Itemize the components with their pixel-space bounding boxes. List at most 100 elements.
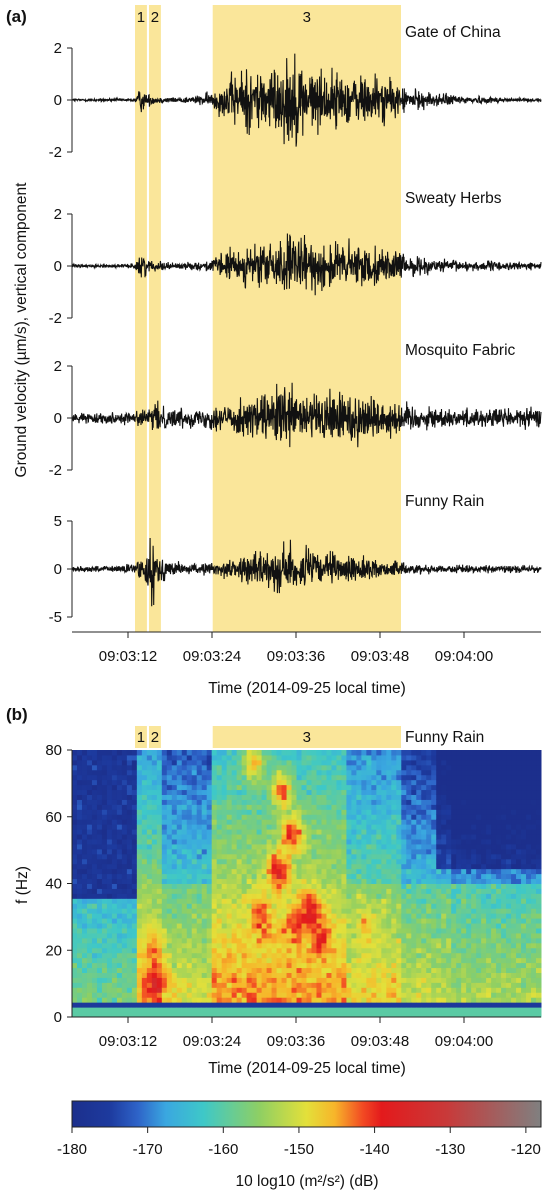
spectrogram-cell [351,928,357,934]
spectrogram-cell [431,804,437,810]
spectrogram-cell [176,819,183,825]
spectrogram-cell [286,947,293,954]
spectrogram-cell [501,898,507,904]
spectrogram-cell [191,848,198,855]
spectrogram-cell [346,853,352,860]
spectrogram-cell [86,913,93,919]
spectrogram-cell [131,908,138,914]
spectrogram-cell [396,878,402,884]
spectrogram-cell [421,982,427,988]
spectrogram-cell [496,908,502,914]
spectrogram-cell [296,764,303,771]
spectrogram-cell [161,759,168,766]
spectrogram-cell [266,987,273,993]
spectrogram-cell [381,903,387,909]
spectrogram-cell [506,1002,512,1008]
spectrogram-cell [116,942,123,949]
spectrogram-cell [421,829,427,835]
spectrogram-cell [111,858,118,865]
spectrogram-cell [406,819,412,825]
spectrogram-cell [411,967,417,973]
spectrogram-cell [371,829,377,835]
spectrogram-cell [221,903,228,909]
spectrogram-cell [476,834,482,840]
spectrogram-cell [271,918,278,924]
spectrogram-cell [516,809,522,815]
spectrogram-cell [426,932,432,939]
spectrogram-cell [151,942,158,949]
spectrogram-cell [306,764,312,771]
spectrogram-cell [161,873,168,880]
spectrogram-cell [516,759,522,766]
spectrogram-cell [506,839,512,845]
spectrogram-cell [236,853,243,860]
spectrogram-cell [251,997,258,1003]
spectrogram-cell [401,997,407,1003]
spectrogram-cell [196,942,203,949]
spectrogram-cell [106,779,113,786]
spectrogram-cell [121,1012,128,1018]
spectrogram-cell [136,937,143,944]
spectrogram-cell [306,784,312,791]
spectrogram-cell [341,942,347,949]
spectrogram-cell [461,947,467,954]
spectrogram-cell [271,967,278,973]
spectrogram-cell [406,967,412,973]
spectrogram-cell [326,982,332,988]
spectrogram-cell [146,903,153,909]
spectrogram-cell [226,932,233,939]
spectrogram-cell [131,759,138,766]
spectrogram-cell [331,873,337,880]
spectrogram-cell [471,839,477,845]
spectrogram-cell [456,799,462,805]
spectrogram-cell [466,754,472,761]
spectrogram-cell [471,848,477,855]
spectrogram-cell [381,928,387,934]
spectrogram-cell [431,863,437,870]
spectrogram-cell [291,957,298,964]
spectrogram-cell [136,779,143,786]
spectrogram-cell [106,952,113,959]
spectrogram-cell [526,942,532,949]
spectrogram-cell [321,750,327,756]
spectrogram-cell [356,947,362,954]
spectrogram-cell [166,764,173,771]
spectrogram-cell [306,794,312,800]
spectrogram-cell [486,1012,492,1018]
spectrogram-cell [371,769,377,776]
spectrogram-cell [181,779,188,786]
spectrogram-cell [461,779,467,786]
spectrogram-cell [216,858,223,865]
spectrogram-cell [346,903,352,909]
spectrogram-cell [101,799,108,805]
spectrogram-cell [206,754,213,761]
spectrogram-cell [121,804,128,810]
spectrogram-cell [406,987,412,993]
spectrogram-cell [201,883,208,889]
spectrogram-cell [516,824,522,830]
y-tick-label: 0 [54,561,62,578]
spectrogram-cell [271,754,278,761]
spectrogram-cell [206,923,213,929]
spectrogram-cell [116,977,123,983]
spectrogram-cell [501,878,507,884]
spectrogram-cell [351,809,357,815]
spectrogram-cell [246,804,253,810]
spectrogram-cell [426,843,432,850]
spectrogram-cell [186,868,193,875]
spectrogram-cell [236,824,243,830]
spectrogram-cell [366,868,372,875]
spectrogram-cell [91,799,98,805]
spectrogram-cell [371,1012,377,1018]
spectrogram-cell [506,794,512,800]
spectrogram-cell [151,858,158,865]
spectrogram-cell [351,843,357,850]
spectrogram-cell [121,863,128,870]
spectrogram-cell [131,764,138,771]
spectrogram-cell [136,982,143,988]
spectrogram-cell [436,873,442,880]
spectrogram-cell [456,997,462,1003]
spectrogram-cell [86,853,93,860]
spectrogram-cell [371,784,377,791]
spectrogram-cell [131,863,138,870]
